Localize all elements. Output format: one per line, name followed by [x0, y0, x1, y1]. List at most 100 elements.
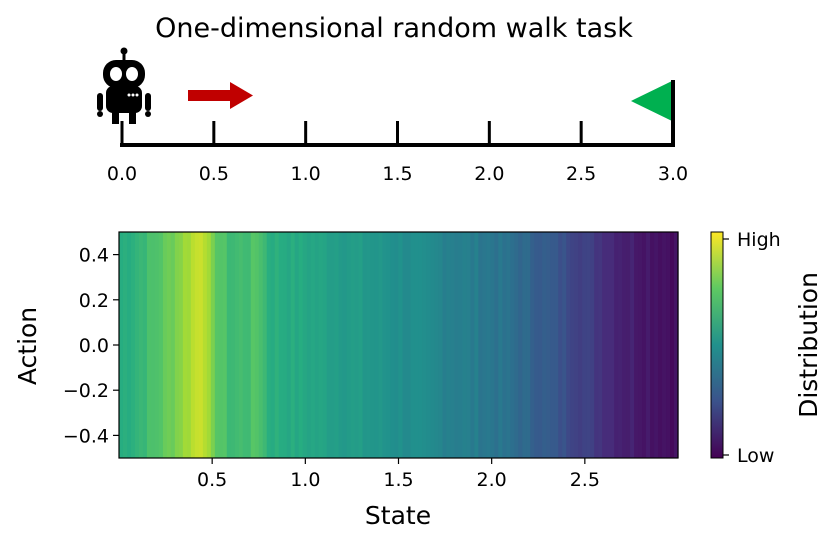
walk-tick-mark — [304, 121, 308, 145]
heatmap-cell — [322, 232, 328, 458]
heatmap-cell — [598, 232, 603, 458]
heatmap-cell — [622, 232, 627, 458]
heatmap-cell — [226, 232, 232, 458]
heatmap-cell — [122, 232, 128, 458]
heatmap-cell — [482, 232, 487, 458]
heatmap-cell — [174, 232, 180, 458]
heatmap-cell — [654, 232, 659, 458]
heatmap-cell — [354, 232, 360, 458]
y-tick-label: 0.2 — [79, 290, 109, 312]
heatmap-cell — [606, 232, 611, 458]
heatmap-cell — [470, 232, 475, 458]
heatmap-cell — [198, 232, 204, 458]
y-axis-label: Action — [13, 307, 42, 385]
heatmap-cell — [298, 232, 304, 458]
heatmap-cell — [150, 232, 156, 458]
heatmap-cell — [254, 232, 260, 458]
y-tick-label: 0.0 — [79, 335, 109, 357]
heatmap-cell — [566, 232, 571, 458]
heatmap-cell — [494, 232, 499, 458]
heatmap-cell — [642, 232, 647, 458]
y-tick-label: −0.2 — [63, 380, 109, 402]
walk-tick-label: 2.0 — [474, 163, 504, 185]
heatmap-cell — [534, 232, 539, 458]
heatmap-cell — [238, 232, 244, 458]
walk-tick-label: 1.5 — [382, 163, 412, 185]
heatmap-cell — [562, 232, 567, 458]
heatmap-cell — [358, 232, 364, 458]
heatmap-cell — [442, 232, 448, 458]
colorbar: High Low Distribution — [710, 229, 823, 467]
heatmap-cell — [162, 232, 168, 458]
heatmap-cell — [330, 232, 336, 458]
heatmap-cell — [458, 232, 463, 458]
heatmap-cell — [430, 232, 436, 458]
heatmap-cell — [462, 232, 467, 458]
heatmap-cell — [558, 232, 563, 458]
heatmap-cell — [594, 232, 599, 458]
heatmap-cell — [282, 232, 288, 458]
heatmap-cells — [119, 232, 679, 458]
heatmap-cell — [506, 232, 511, 458]
x-tick-label: 0.5 — [197, 469, 227, 491]
heatmap-cell — [474, 232, 479, 458]
heatmap-cell — [634, 232, 639, 458]
colorbar-high-label: High — [737, 229, 781, 251]
heatmap-cell — [478, 232, 483, 458]
heatmap-cell — [386, 232, 392, 458]
heatmap-cell — [334, 232, 340, 458]
heatmap-cell — [414, 232, 420, 458]
random-walk-diagram: 0.0 0.5 1.0 1.5 2.0 2.5 3.0 — [97, 47, 688, 185]
heatmap-cell — [378, 232, 384, 458]
heatmap-cell — [290, 232, 296, 458]
heatmap-cell — [402, 232, 408, 458]
heatmap-cell — [406, 232, 412, 458]
heatmap-cell — [398, 232, 404, 458]
colorbar-low-label: Low — [737, 445, 774, 467]
walk-tick-mark — [120, 121, 124, 145]
heatmap-cell — [266, 232, 272, 458]
heatmap-cell — [190, 232, 196, 458]
heatmap-cell — [434, 232, 440, 458]
heatmap-cell — [166, 232, 172, 458]
colorbar-label: Distribution — [794, 272, 823, 418]
heatmap-cell — [138, 232, 144, 458]
walk-tick-label: 0.5 — [199, 163, 229, 185]
x-tick-label: 2.5 — [570, 469, 600, 491]
heatmap-cell — [638, 232, 643, 458]
walk-tick-mark — [671, 121, 675, 145]
heatmap-cell — [218, 232, 224, 458]
heatmap-cell — [302, 232, 308, 458]
goal-flag-icon — [631, 80, 675, 146]
right-arrow-icon — [188, 82, 253, 109]
heatmap-cell — [310, 232, 316, 458]
heatmap-cell — [422, 232, 428, 458]
heatmap-cell — [626, 232, 631, 458]
heatmap-cell — [390, 232, 396, 458]
heatmap-cell — [119, 232, 124, 458]
heatmap-cell — [130, 232, 136, 458]
chart-title: One-dimensional random walk task — [155, 13, 633, 44]
heatmap-cell — [146, 232, 152, 458]
heatmap-cell — [438, 232, 444, 458]
heatmap-cell — [270, 232, 276, 458]
heatmap-cell — [410, 232, 416, 458]
x-tick-label: 2.0 — [477, 469, 507, 491]
heatmap-cell — [346, 232, 352, 458]
y-tick-label: 0.4 — [79, 245, 109, 267]
heatmap-cell — [286, 232, 292, 458]
heatmap-cell — [258, 232, 264, 458]
heatmap-cell — [134, 232, 140, 458]
colorbar-gradient — [710, 231, 724, 459]
heatmap-cell — [186, 232, 192, 458]
x-axis-label: State — [365, 501, 431, 530]
heatmap-cell — [250, 232, 256, 458]
heatmap-cell — [202, 232, 208, 458]
heatmap-cell — [326, 232, 332, 458]
x-tick-label: 1.5 — [383, 469, 413, 491]
heatmap-cell — [610, 232, 615, 458]
heatmap-cell — [274, 232, 280, 458]
heatmap-cell — [382, 232, 388, 458]
heatmap-cell — [230, 232, 236, 458]
